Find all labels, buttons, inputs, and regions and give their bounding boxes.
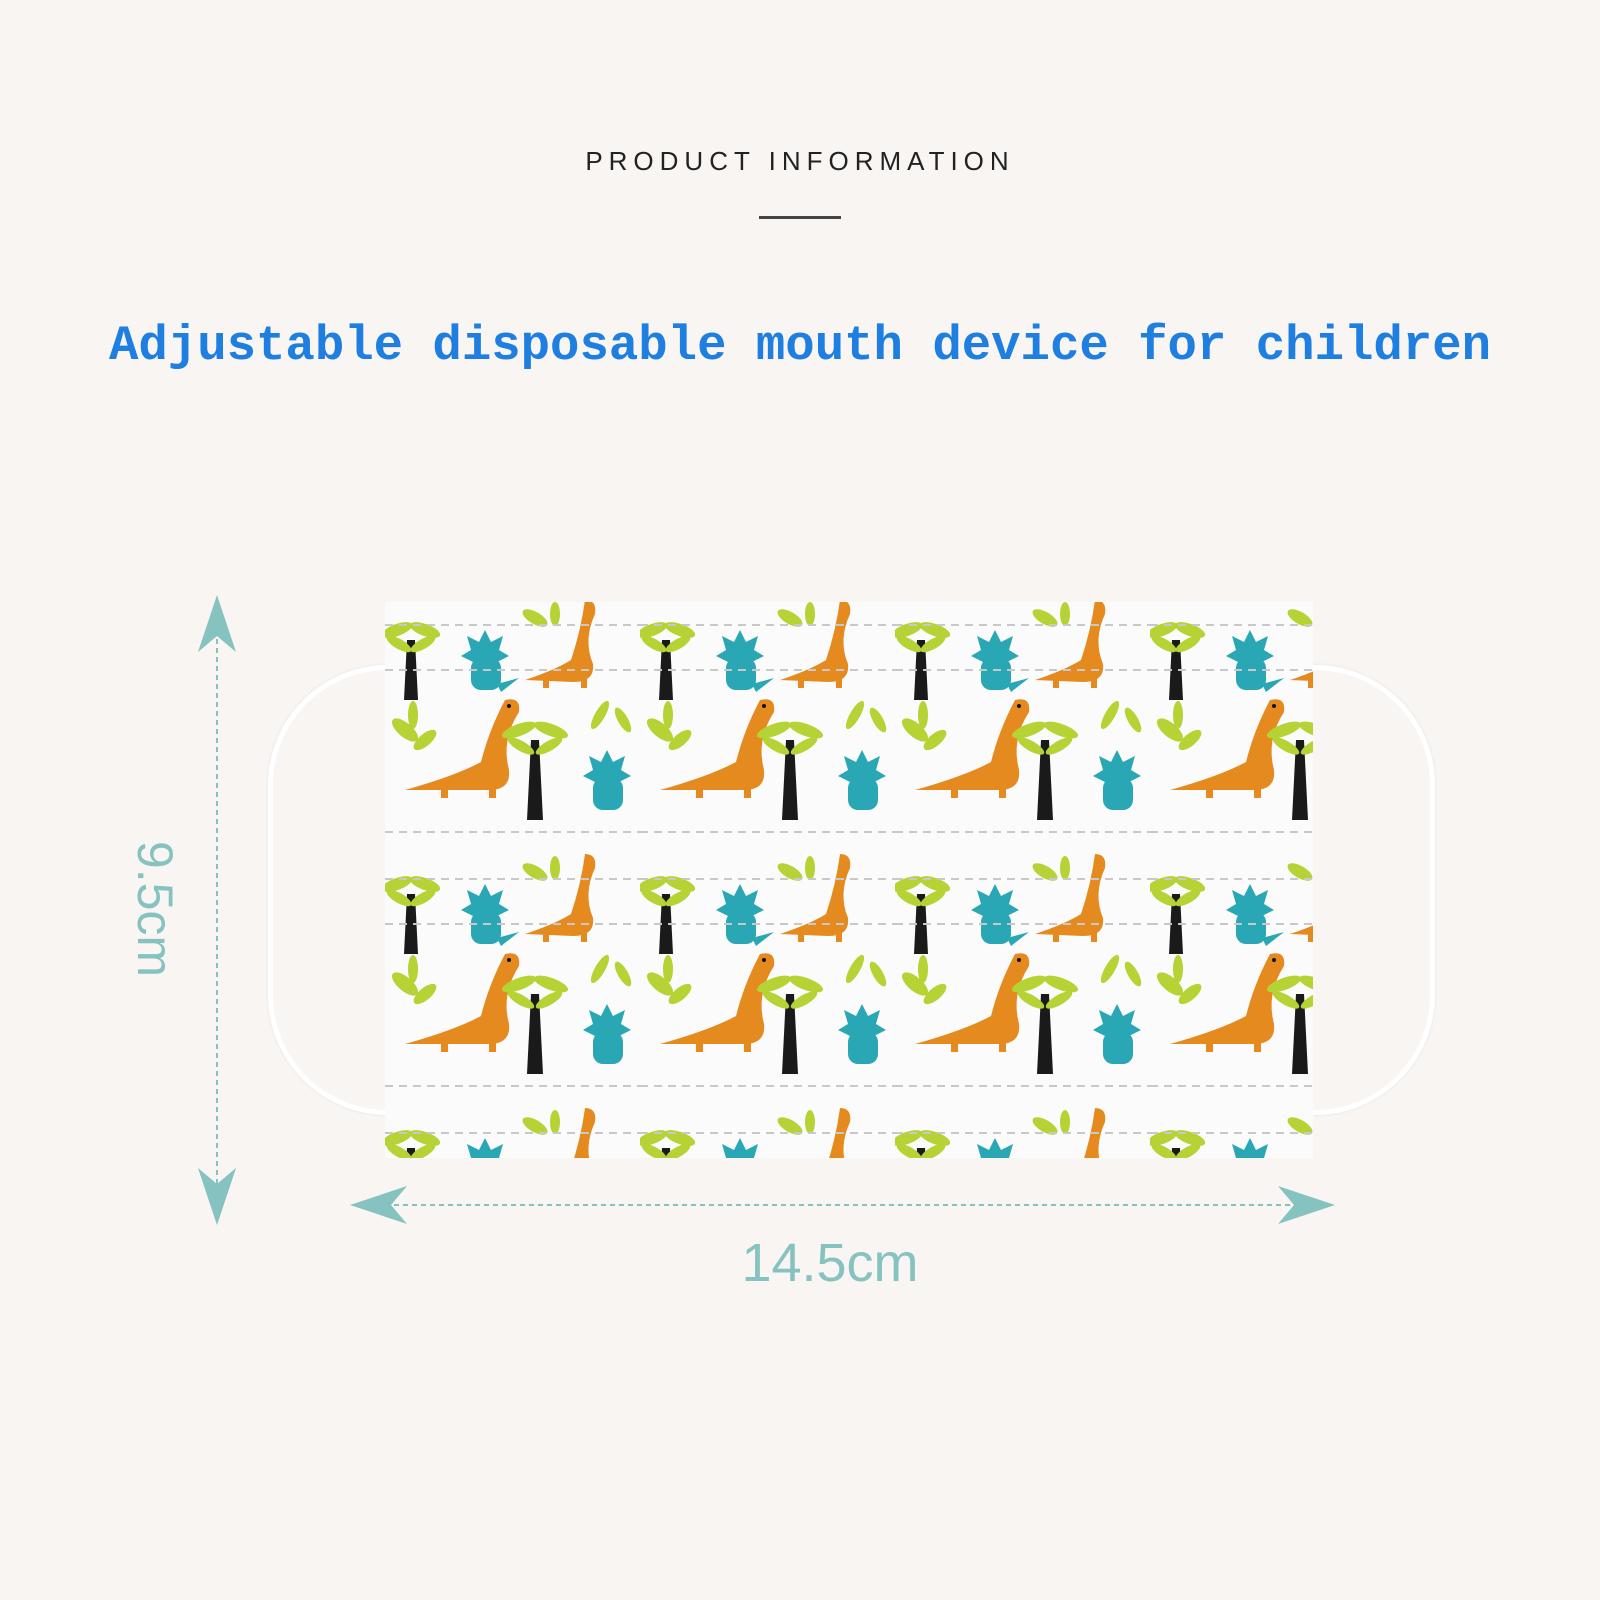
height-label: 9.5cm (127, 840, 183, 978)
section-eyebrow: PRODUCT INFORMATION (585, 146, 1015, 176)
kids-mask-image (385, 602, 1313, 1158)
headline: Adjustable disposable mouth device for c… (108, 318, 1492, 374)
height-dimension-arrow (198, 595, 236, 1225)
width-dimension-arrow (350, 1186, 1335, 1224)
divider (759, 216, 841, 219)
width-label: 14.5cm (741, 1233, 919, 1293)
